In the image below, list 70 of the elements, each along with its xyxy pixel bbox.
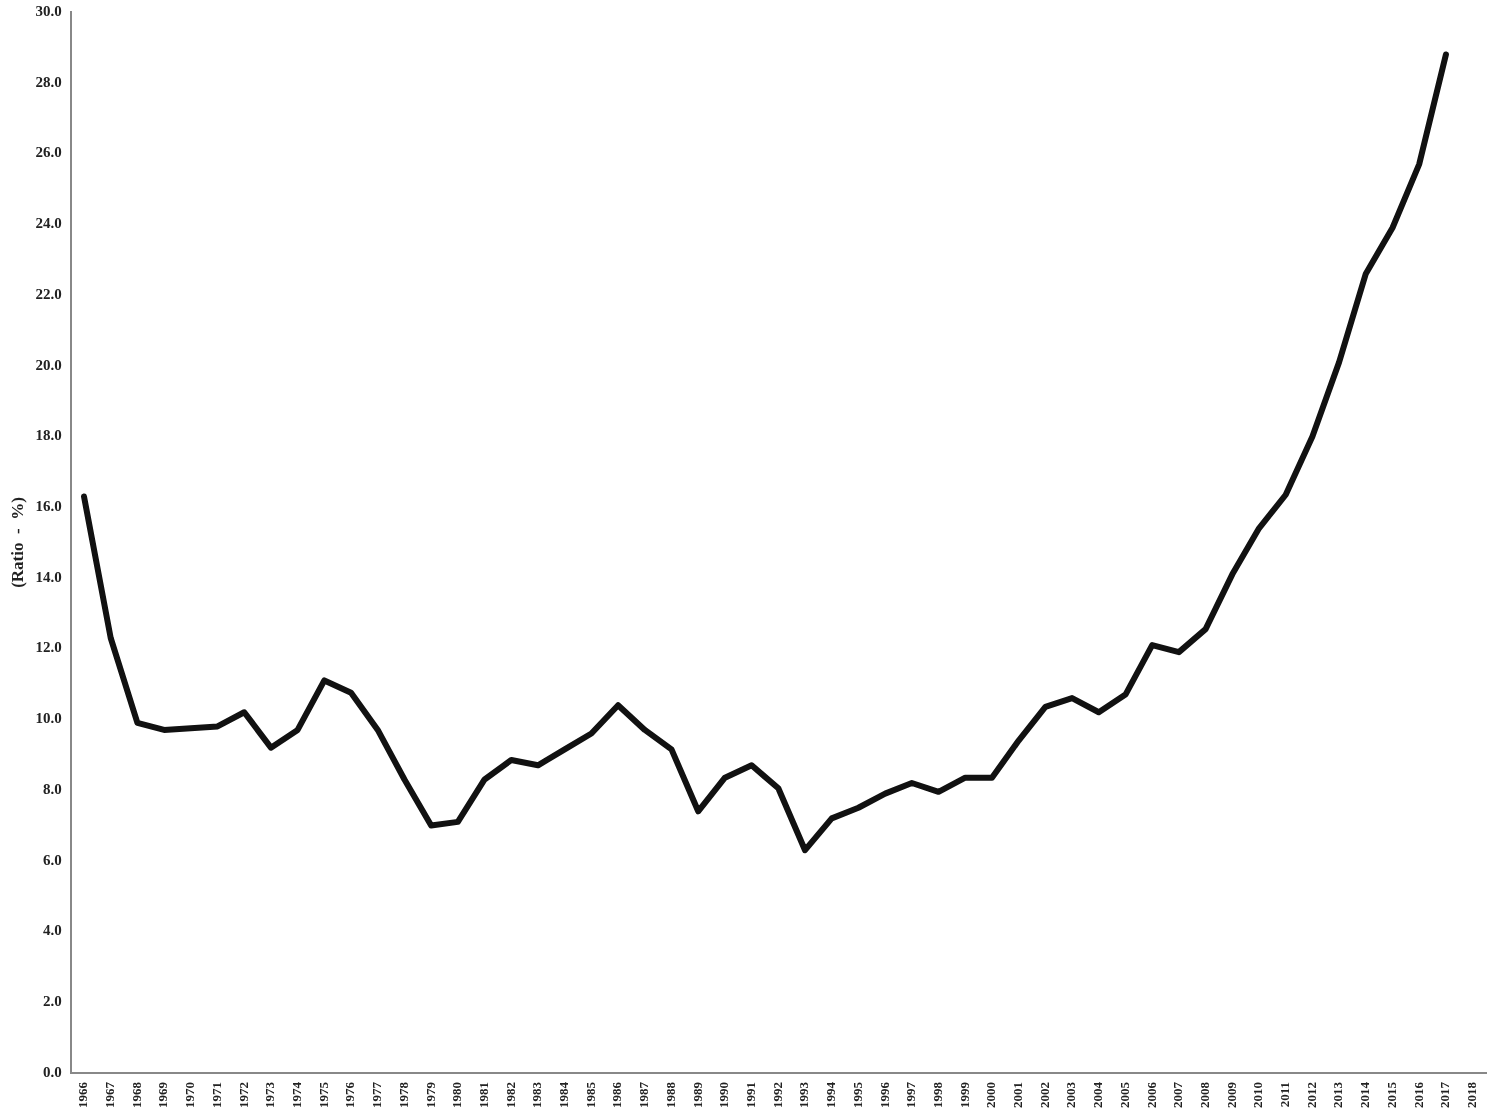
x-tick-label: 1986 xyxy=(609,1081,625,1108)
x-tick-label: 2013 xyxy=(1330,1081,1346,1108)
y-tick-label: 12.0 xyxy=(35,639,62,656)
x-tick-label: 1992 xyxy=(769,1082,785,1108)
x-tick-label: 1996 xyxy=(876,1081,892,1108)
x-tick-label: 1998 xyxy=(929,1081,945,1108)
x-tick-label: 2017 xyxy=(1437,1081,1453,1108)
x-tick-label: 2012 xyxy=(1303,1082,1319,1108)
x-tick-label: 2006 xyxy=(1143,1081,1159,1108)
y-tick-label: 14.0 xyxy=(35,568,62,585)
x-tick-label: 1990 xyxy=(716,1082,732,1108)
y-tick-label: 22.0 xyxy=(35,285,62,302)
y-tick-label: 6.0 xyxy=(42,851,62,868)
x-tick-label: 1973 xyxy=(262,1081,278,1108)
x-tick-label: 2005 xyxy=(1116,1081,1132,1108)
x-tick-label: 1980 xyxy=(449,1082,465,1108)
x-tick-label: 1969 xyxy=(155,1081,171,1108)
x-tick-label: 1987 xyxy=(636,1081,652,1108)
x-tick-label: 1989 xyxy=(689,1081,705,1108)
x-tick-label: 1983 xyxy=(529,1081,545,1108)
x-tick-label: 2007 xyxy=(1170,1081,1186,1108)
y-tick-label: 8.0 xyxy=(42,780,62,797)
x-tick-label: 1997 xyxy=(903,1081,919,1108)
y-tick-label: 24.0 xyxy=(35,215,62,232)
x-tick-label: 1985 xyxy=(582,1081,598,1108)
x-tick-label: 2008 xyxy=(1196,1081,1212,1108)
x-tick-label: 1999 xyxy=(956,1081,972,1108)
y-tick-label: 30.0 xyxy=(35,2,62,19)
x-tick-label: 1967 xyxy=(102,1081,118,1108)
x-tick-label: 1966 xyxy=(75,1081,91,1108)
x-tick-label: 1972 xyxy=(235,1082,251,1108)
x-tick-label: 1970 xyxy=(182,1082,198,1108)
x-tick-label: 1978 xyxy=(395,1081,411,1108)
x-tick-label: 2015 xyxy=(1383,1081,1399,1108)
x-tick-label: 2004 xyxy=(1090,1081,1106,1108)
x-tick-label: 1993 xyxy=(796,1081,812,1108)
x-tick-label: 1988 xyxy=(662,1081,678,1108)
y-tick-label: 26.0 xyxy=(35,144,62,161)
x-tick-label: 1976 xyxy=(342,1081,358,1108)
x-tick-label: 1984 xyxy=(556,1081,572,1108)
x-tick-label: 1977 xyxy=(369,1081,385,1108)
y-tick-label: 4.0 xyxy=(42,922,62,939)
x-tick-label: 2018 xyxy=(1464,1081,1480,1108)
x-tick-label: 1968 xyxy=(128,1081,144,1108)
x-tick-label: 2014 xyxy=(1357,1081,1373,1108)
y-axis-title: (Ratio - %) xyxy=(7,497,27,588)
y-tick-label: 0.0 xyxy=(42,1063,62,1080)
x-tick-label: 2009 xyxy=(1223,1081,1239,1108)
x-tick-label: 1974 xyxy=(289,1081,304,1108)
y-tick-label: 10.0 xyxy=(35,710,62,727)
x-tick-label: 2016 xyxy=(1410,1081,1426,1108)
y-tick-label: 2.0 xyxy=(42,993,62,1010)
x-tick-label: 1975 xyxy=(315,1081,331,1108)
x-tick-label: 1991 xyxy=(742,1082,758,1108)
x-tick-label: 2001 xyxy=(1010,1082,1026,1108)
x-tick-label: 1971 xyxy=(208,1082,224,1108)
x-tick-label: 1994 xyxy=(823,1081,839,1108)
x-tick-label: 1995 xyxy=(849,1081,865,1108)
x-tick-label: 2003 xyxy=(1063,1081,1079,1108)
x-tick-label: 1982 xyxy=(502,1082,518,1108)
x-tick-label: 2002 xyxy=(1036,1082,1052,1108)
y-tick-label: 28.0 xyxy=(35,73,62,90)
x-tick-label: 2000 xyxy=(983,1082,999,1108)
y-tick-label: 16.0 xyxy=(35,498,62,515)
x-tick-label: 2011 xyxy=(1277,1082,1293,1108)
x-tick-label: 1981 xyxy=(475,1082,491,1108)
y-tick-label: 18.0 xyxy=(35,427,62,444)
x-tick-label: 1979 xyxy=(422,1081,438,1108)
y-tick-label: 20.0 xyxy=(35,356,62,373)
x-tick-label: 2010 xyxy=(1250,1082,1266,1108)
